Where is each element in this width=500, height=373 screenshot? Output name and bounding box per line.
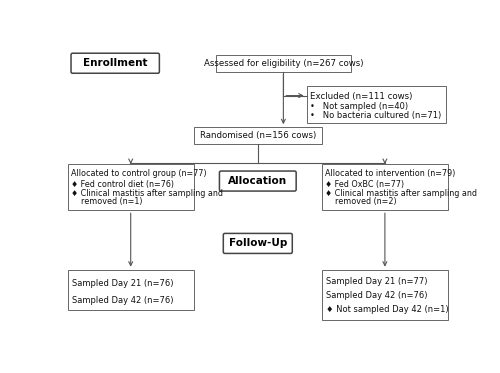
Text: Enrollment: Enrollment	[83, 58, 148, 68]
Text: Sampled Day 21 (n=76): Sampled Day 21 (n=76)	[72, 279, 174, 288]
Text: ♦ Clinical mastitis after sampling and: ♦ Clinical mastitis after sampling and	[325, 189, 477, 198]
FancyBboxPatch shape	[322, 270, 448, 320]
Text: Excluded (n=111 cows): Excluded (n=111 cows)	[310, 92, 413, 101]
Text: Allocated to intervention (n=79): Allocated to intervention (n=79)	[325, 169, 455, 179]
Text: Allocation: Allocation	[228, 176, 288, 186]
FancyBboxPatch shape	[68, 270, 194, 310]
Text: ♦ Clinical mastitis after sampling and: ♦ Clinical mastitis after sampling and	[70, 189, 223, 198]
Text: Sampled Day 42 (n=76): Sampled Day 42 (n=76)	[72, 296, 174, 305]
Text: removed (n=2): removed (n=2)	[325, 197, 396, 206]
Text: ♦ Not sampled Day 42 (n=1): ♦ Not sampled Day 42 (n=1)	[326, 305, 449, 314]
Text: Sampled Day 42 (n=76): Sampled Day 42 (n=76)	[326, 291, 428, 300]
FancyBboxPatch shape	[224, 233, 292, 253]
Text: Follow-Up: Follow-Up	[228, 238, 287, 248]
FancyBboxPatch shape	[220, 171, 296, 191]
Text: Assessed for eligibility (n=267 cows): Assessed for eligibility (n=267 cows)	[204, 59, 363, 68]
Text: Randomised (n=156 cows): Randomised (n=156 cows)	[200, 131, 316, 140]
FancyBboxPatch shape	[194, 127, 322, 144]
Text: ♦ Fed OxBC (n=77): ♦ Fed OxBC (n=77)	[325, 179, 404, 188]
FancyBboxPatch shape	[322, 164, 448, 210]
Text: removed (n=1): removed (n=1)	[70, 197, 142, 206]
FancyBboxPatch shape	[71, 53, 160, 73]
FancyBboxPatch shape	[306, 86, 446, 123]
Text: •   Not sampled (n=40): • Not sampled (n=40)	[310, 102, 408, 111]
Text: ♦ Fed control diet (n=76): ♦ Fed control diet (n=76)	[70, 179, 174, 188]
Text: •   No bacteria cultured (n=71): • No bacteria cultured (n=71)	[310, 111, 442, 120]
FancyBboxPatch shape	[68, 164, 194, 210]
FancyBboxPatch shape	[216, 55, 351, 72]
Text: Sampled Day 21 (n=77): Sampled Day 21 (n=77)	[326, 277, 428, 286]
Text: Allocated to control group (n=77): Allocated to control group (n=77)	[70, 169, 206, 179]
